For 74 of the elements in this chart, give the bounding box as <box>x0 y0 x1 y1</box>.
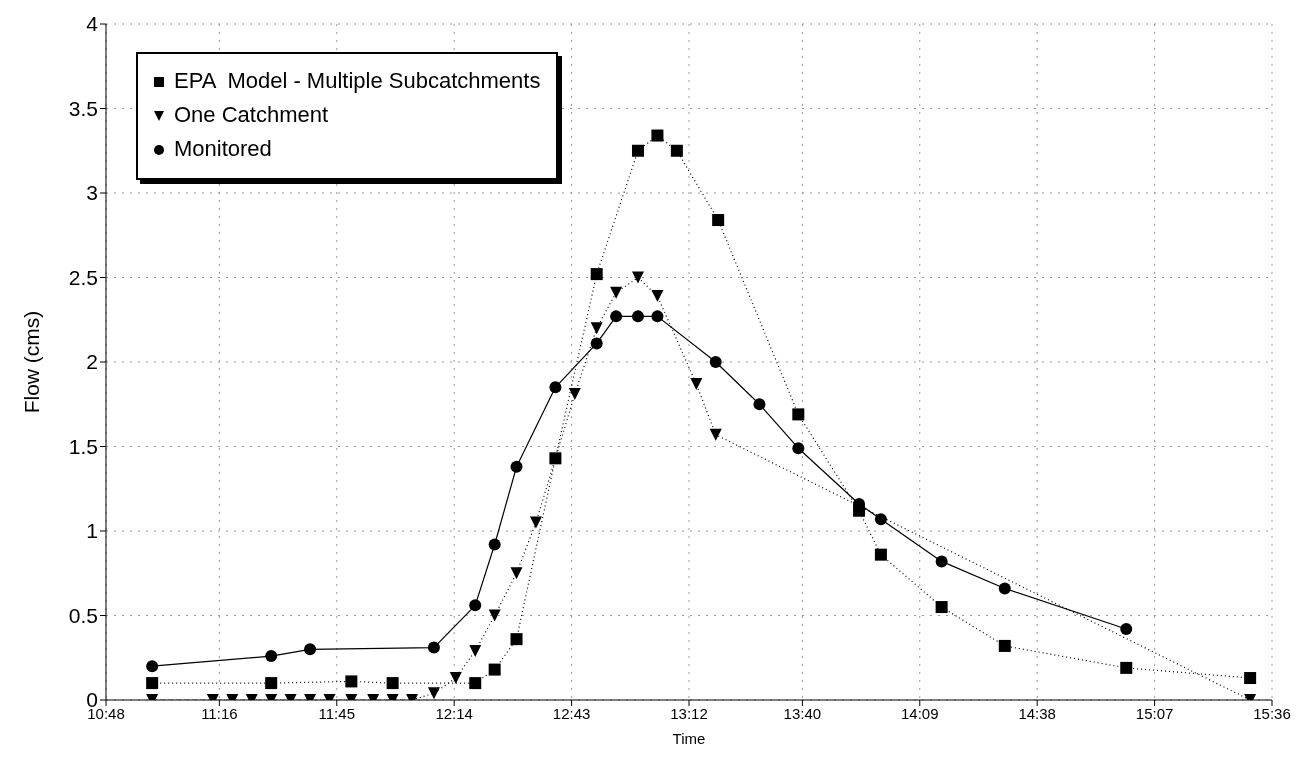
y-tick-label: 2.5 <box>68 265 98 289</box>
point <box>146 677 159 690</box>
point <box>998 639 1011 652</box>
point <box>670 144 683 157</box>
point <box>488 538 501 551</box>
point <box>510 633 523 646</box>
point <box>529 516 542 529</box>
point <box>345 675 358 688</box>
point <box>510 460 523 473</box>
y-tick-label: 4 <box>86 12 99 36</box>
point <box>935 555 948 568</box>
point <box>469 677 482 690</box>
point <box>998 582 1011 595</box>
x-tick-label: 15:36 <box>1253 704 1291 722</box>
y-tick-label: 3 <box>86 181 98 205</box>
point <box>1120 623 1133 636</box>
point <box>1244 672 1257 685</box>
point <box>651 290 664 303</box>
x-tick-label: 12:14 <box>435 704 473 722</box>
point <box>1120 661 1133 674</box>
point <box>792 408 805 421</box>
legend-label: Monitored <box>174 136 272 162</box>
point <box>146 660 159 673</box>
x-tick-label: 11:16 <box>201 704 238 722</box>
y-axis-title: Flow (cms) <box>20 310 44 414</box>
point <box>449 672 462 685</box>
y-tick-label: 0.5 <box>68 603 98 627</box>
y-tick-label: 2 <box>86 350 98 374</box>
point <box>469 599 482 612</box>
point <box>549 452 562 465</box>
point <box>427 687 440 700</box>
point <box>427 641 440 654</box>
point <box>610 310 623 323</box>
x-axis-title: Time <box>672 730 706 747</box>
point <box>610 286 623 299</box>
x-tick-label: 15:07 <box>1135 704 1174 722</box>
point <box>488 609 501 622</box>
point <box>265 677 278 690</box>
point <box>265 650 278 663</box>
point <box>709 428 722 441</box>
point <box>651 310 664 323</box>
point <box>631 310 644 323</box>
x-tick-label: 14:09 <box>901 704 939 722</box>
point <box>549 381 562 394</box>
legend-label: One Catchment <box>174 102 329 128</box>
point <box>631 271 644 284</box>
point <box>631 144 644 157</box>
x-tick-label: 11:45 <box>318 704 355 722</box>
point <box>386 677 399 690</box>
x-tick-label: 14:38 <box>1018 704 1056 722</box>
point <box>709 356 722 368</box>
point <box>568 388 581 401</box>
point <box>488 663 501 676</box>
point <box>510 567 523 580</box>
point <box>469 644 482 657</box>
point <box>590 337 603 350</box>
y-tick-label: 3.5 <box>68 96 98 120</box>
point <box>304 643 317 656</box>
point <box>792 442 805 455</box>
y-tick-label: 1.5 <box>68 434 98 458</box>
y-tick-label: 1 <box>86 519 98 543</box>
point <box>690 377 703 390</box>
point <box>590 322 603 335</box>
legend-label: EPA Model - Multiple Subcatchments <box>174 68 541 94</box>
x-tick-label: 12:43 <box>552 704 591 722</box>
point <box>753 398 766 411</box>
point <box>590 268 603 281</box>
point <box>874 513 887 526</box>
point <box>651 129 664 142</box>
point <box>712 214 725 227</box>
x-tick-label: 13:12 <box>670 704 708 722</box>
point <box>935 601 948 614</box>
x-tick-label: 13:40 <box>783 704 822 722</box>
point <box>874 548 887 561</box>
